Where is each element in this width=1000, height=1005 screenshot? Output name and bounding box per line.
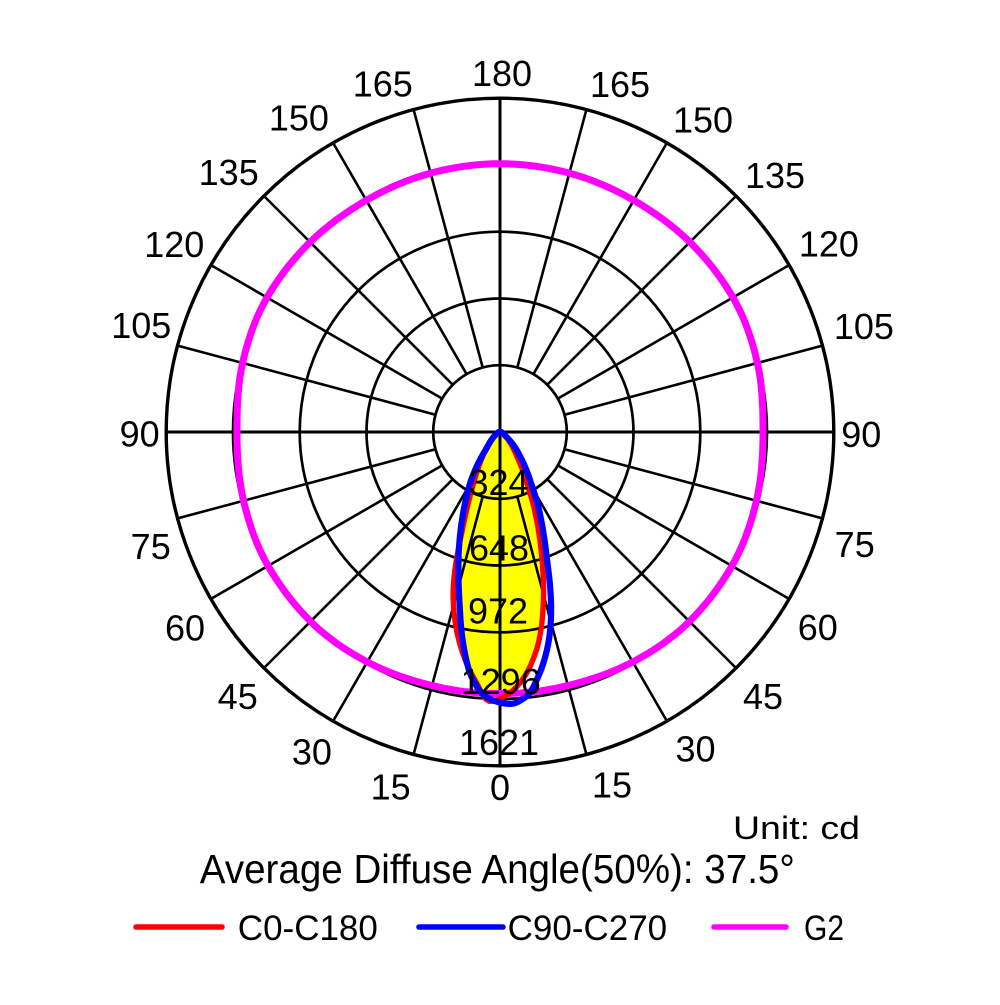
svg-text:Average Diffuse Angle(50%): 37: Average Diffuse Angle(50%): 37.5° [200, 846, 795, 892]
svg-text:165: 165 [353, 64, 413, 105]
svg-text:G2: G2 [804, 909, 844, 948]
svg-text:0: 0 [490, 767, 510, 808]
svg-text:C0-C180: C0-C180 [238, 909, 378, 948]
svg-text:90: 90 [120, 414, 160, 455]
svg-text:45: 45 [218, 676, 258, 717]
svg-text:120: 120 [799, 223, 859, 264]
svg-text:165: 165 [590, 64, 650, 105]
svg-text:105: 105 [111, 305, 171, 346]
svg-text:75: 75 [835, 524, 875, 565]
svg-text:150: 150 [269, 98, 329, 139]
svg-text:135: 135 [745, 155, 805, 196]
svg-text:45: 45 [743, 676, 783, 717]
svg-text:1296: 1296 [461, 661, 541, 702]
svg-text:972: 972 [468, 590, 528, 631]
svg-text:15: 15 [592, 764, 632, 805]
svg-text:Unit: cd: Unit: cd [733, 810, 860, 846]
svg-text:75: 75 [131, 526, 171, 567]
svg-text:324: 324 [468, 462, 528, 503]
svg-text:180: 180 [472, 53, 532, 94]
svg-text:C90-C270: C90-C270 [508, 909, 668, 948]
svg-text:90: 90 [841, 414, 881, 455]
svg-text:648: 648 [469, 527, 529, 568]
svg-text:60: 60 [165, 607, 205, 648]
svg-text:60: 60 [798, 607, 838, 648]
svg-text:30: 30 [292, 731, 332, 772]
svg-text:1621: 1621 [459, 722, 539, 763]
svg-text:150: 150 [673, 99, 733, 140]
svg-text:105: 105 [834, 306, 894, 347]
svg-text:15: 15 [371, 767, 411, 808]
svg-text:120: 120 [144, 224, 204, 265]
svg-text:30: 30 [675, 728, 715, 769]
svg-text:135: 135 [199, 152, 259, 193]
